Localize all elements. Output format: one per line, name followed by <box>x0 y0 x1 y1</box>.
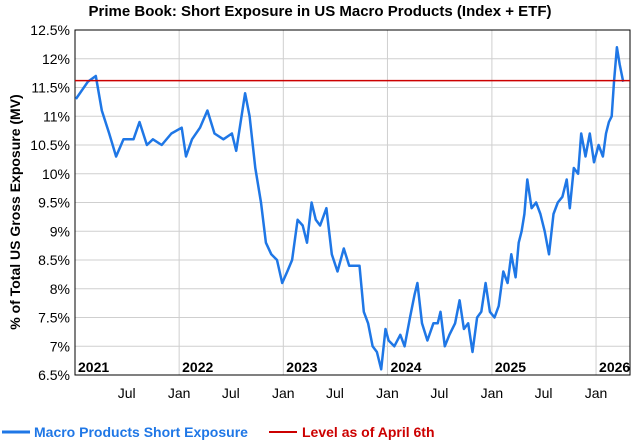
y-gridlines <box>75 29 630 376</box>
x-year-label: 2026 <box>599 359 630 375</box>
x-month-label: Jan <box>481 385 504 401</box>
x-year-label: 2025 <box>495 359 526 375</box>
x-year-label: 2022 <box>182 359 213 375</box>
legend: Macro Products Short Exposure Level as o… <box>2 424 435 440</box>
y-axis-label: % of Total US Gross Exposure (MV) <box>7 94 23 329</box>
x-month-label: Jan <box>585 385 608 401</box>
x-month-label: Jul <box>118 385 136 401</box>
y-tick-label: 12% <box>42 51 70 67</box>
y-tick-label: 7.5% <box>38 310 70 326</box>
x-month-label: Jan <box>376 385 399 401</box>
plot-area-frame <box>74 29 631 376</box>
x-month-label: Jan <box>272 385 295 401</box>
x-year-label: 2021 <box>78 359 109 375</box>
x-month-label: Jul <box>535 385 553 401</box>
x-month-label: Jul <box>326 385 344 401</box>
legend-label-macro-products: Macro Products Short Exposure <box>34 424 248 440</box>
y-tick-label: 12.5% <box>30 22 70 38</box>
x-gridlines <box>178 30 597 375</box>
y-tick-label: 9.5% <box>38 195 70 211</box>
y-tick-label: 7% <box>50 338 70 354</box>
y-tick-label: 9% <box>50 223 70 239</box>
y-tick-label: 8% <box>50 281 70 297</box>
y-tick-label: 11% <box>43 108 70 124</box>
x-month-label: Jul <box>430 385 448 401</box>
y-tick-label: 8.5% <box>38 252 70 268</box>
chart-title: Prime Book: Short Exposure in US Macro P… <box>89 3 552 20</box>
series-macro-products-short-exposure <box>74 46 625 371</box>
legend-label-level-april-6th: Level as of April 6th <box>302 424 435 440</box>
y-tick-label: 11.5% <box>31 80 70 96</box>
y-axis-ticks: 6.5% 7% 7.5% 8% 8.5% 9% 9.5% 10% 10.5% 11% 11.5% 12… <box>30 22 70 383</box>
x-year-label: 2023 <box>286 359 317 375</box>
x-axis-labels: 2021 2022 2023 2024 2025 2026 Jul Jan Jul Jan Jul J… <box>78 359 630 401</box>
y-tick-label: 6.5% <box>38 367 70 383</box>
x-month-label: Jul <box>222 385 240 401</box>
x-month-label: Jan <box>168 385 191 401</box>
series-line-path <box>74 46 625 371</box>
y-tick-label: 10% <box>42 166 70 182</box>
y-tick-label: 10.5% <box>30 137 70 153</box>
x-year-label: 2024 <box>390 359 421 375</box>
